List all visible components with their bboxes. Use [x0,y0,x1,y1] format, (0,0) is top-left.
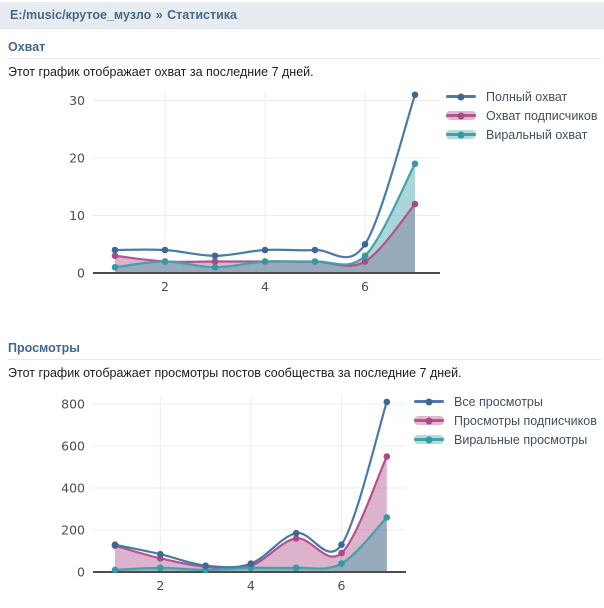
legend-item: Полный охват [446,87,598,106]
breadcrumb-current-page: Статистика [167,8,237,22]
x-tick-label: 4 [261,279,269,294]
legend-label: Виральный охват [486,127,588,142]
x-tick-label: 4 [247,578,255,593]
area-series-icon [446,111,476,120]
legend-item: Виральный охват [446,125,598,144]
breadcrumb-separator: » [155,8,163,22]
y-tick-label: 800 [61,397,85,412]
y-tick-label: 10 [69,208,85,223]
y-tick-label: 0 [77,266,85,281]
line-series-icon [446,92,476,102]
x-tick-label: 2 [161,279,169,294]
views-section: Просмотры Этот график отображает просмот… [8,341,601,608]
area-series-icon [414,416,444,425]
legend-label: Полный охват [486,89,568,104]
y-tick-label: 600 [61,439,85,454]
legend-label: Охват подписчиков [486,108,598,123]
x-tick-label: 6 [338,578,346,593]
reach-section: Охват Этот график отображает охват за по… [8,40,601,295]
content: Охват Этот график отображает охват за по… [0,40,604,608]
reach-section-title: Охват [8,40,601,59]
views-chart: 0 200 400 600 800 2 4 6 Все просмотры Просмотры п… [8,384,601,608]
legend-label: Просмотры подписчиков [454,413,597,428]
y-tick-label: 0 [77,565,85,580]
reach-chart-canvas[interactable]: 0 10 20 30 2 4 6 [8,83,448,295]
line-series-icon [414,397,444,407]
y-tick-label: 400 [61,481,85,496]
views-section-description: Этот график отображает просмотры постов … [8,366,462,380]
y-tick-label: 20 [69,151,85,166]
y-tick-label: 30 [69,93,85,108]
y-tick-label: 200 [61,523,85,538]
views-section-title: Просмотры [8,341,601,360]
breadcrumb-community-link[interactable]: E:/music/крутое_музло [10,8,152,22]
area-series-icon [414,435,444,444]
area-series-icon [446,130,476,139]
legend-item: Охват подписчиков [446,106,598,125]
legend-item: Все просмотры [414,392,597,411]
x-tick-label: 6 [361,279,369,294]
views-chart-canvas[interactable]: 0 200 400 600 800 2 4 6 [8,384,448,608]
reach-chart: 0 10 20 30 2 4 6 Полный охват Охват подписчиков В… [8,83,601,295]
reach-section-description: Этот график отображает охват за последни… [8,65,314,79]
legend-label: Все просмотры [454,394,543,409]
header-bar: E:/music/крутое_музло » Статистика [0,2,604,29]
legend-label: Виральные просмотры [454,432,588,447]
chart-legend: Все просмотры Просмотры подписчиков Вираль… [414,392,597,449]
legend-item: Виральные просмотры [414,430,597,449]
chart-legend: Полный охват Охват подписчиков Виральный о… [446,87,598,144]
x-tick-label: 2 [156,578,164,593]
legend-item: Просмотры подписчиков [414,411,597,430]
